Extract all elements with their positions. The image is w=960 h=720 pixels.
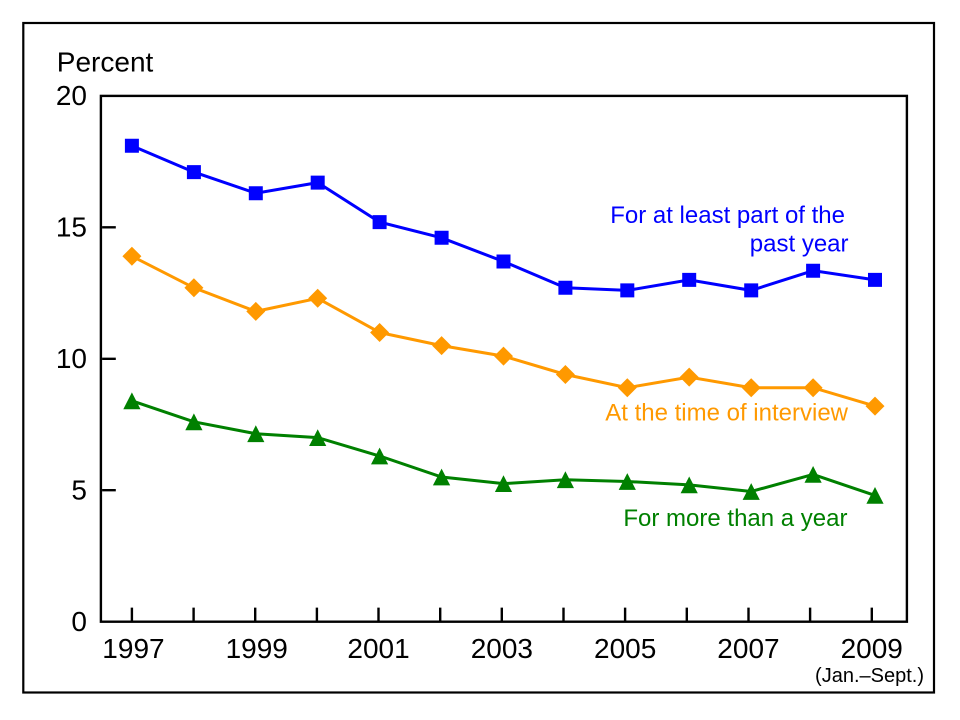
svg-text:1999: 1999 — [226, 633, 288, 664]
svg-text:0: 0 — [71, 606, 87, 637]
svg-text:5: 5 — [71, 474, 87, 505]
svg-text:past year: past year — [750, 230, 849, 257]
svg-text:2001: 2001 — [347, 633, 409, 664]
svg-text:20: 20 — [56, 80, 87, 111]
svg-text:15: 15 — [56, 212, 87, 243]
svg-text:2005: 2005 — [594, 633, 656, 664]
svg-text:1997: 1997 — [102, 633, 164, 664]
svg-text:2007: 2007 — [717, 633, 779, 664]
svg-text:For more than a year: For more than a year — [623, 505, 847, 532]
svg-text:10: 10 — [56, 343, 87, 374]
svg-text:(Jan.–Sept.): (Jan.–Sept.) — [815, 665, 924, 687]
svg-text:2003: 2003 — [471, 633, 533, 664]
svg-text:2009: 2009 — [841, 633, 903, 664]
svg-text:For at least part of the: For at least part of the — [610, 202, 845, 229]
svg-text:Percent: Percent — [57, 47, 154, 78]
svg-text:At the time of interview: At the time of interview — [605, 400, 848, 427]
